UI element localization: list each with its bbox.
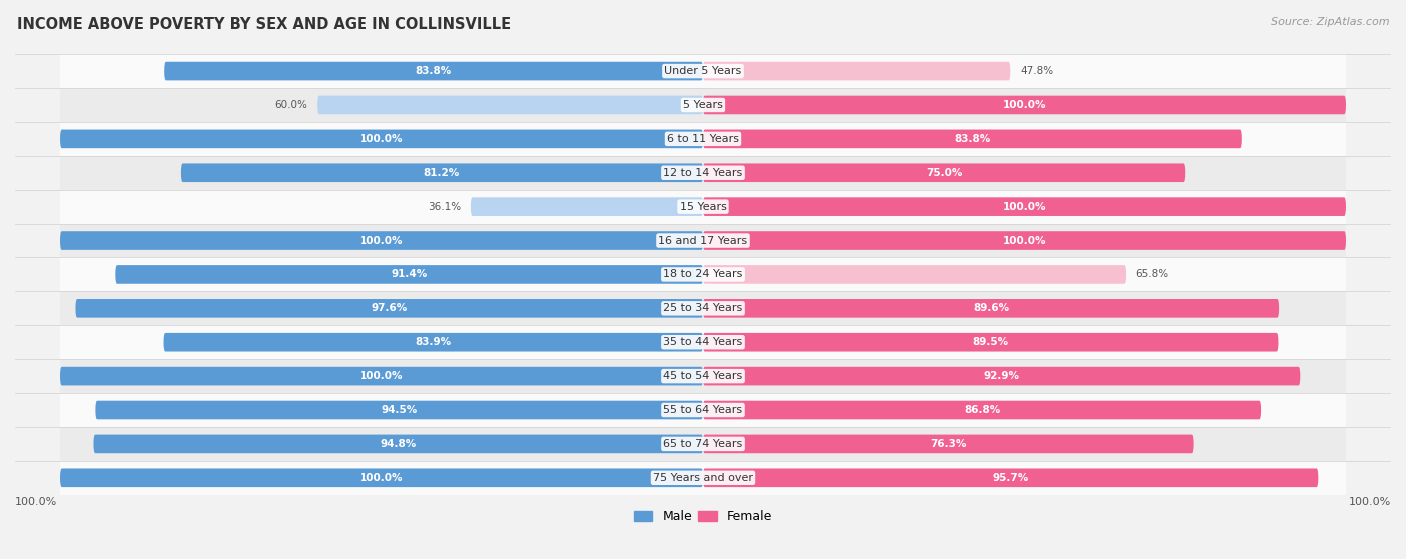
Text: 100.0%: 100.0% <box>360 473 404 483</box>
Text: 45 to 54 Years: 45 to 54 Years <box>664 371 742 381</box>
Text: 18 to 24 Years: 18 to 24 Years <box>664 269 742 280</box>
Text: 89.6%: 89.6% <box>973 304 1010 314</box>
Text: 65.8%: 65.8% <box>1136 269 1168 280</box>
Text: Source: ZipAtlas.com: Source: ZipAtlas.com <box>1271 17 1389 27</box>
FancyBboxPatch shape <box>703 401 1261 419</box>
Text: 100.0%: 100.0% <box>1348 497 1391 507</box>
Text: 95.7%: 95.7% <box>993 473 1029 483</box>
Bar <box>60 190 1346 224</box>
FancyBboxPatch shape <box>60 367 703 386</box>
FancyBboxPatch shape <box>703 333 1278 352</box>
FancyBboxPatch shape <box>703 299 1279 318</box>
Legend: Male, Female: Male, Female <box>628 505 778 528</box>
Text: 97.6%: 97.6% <box>371 304 408 314</box>
FancyBboxPatch shape <box>115 265 703 284</box>
Bar <box>60 427 1346 461</box>
Bar <box>60 258 1346 291</box>
Text: 35 to 44 Years: 35 to 44 Years <box>664 337 742 347</box>
Bar <box>60 88 1346 122</box>
FancyBboxPatch shape <box>703 197 1346 216</box>
FancyBboxPatch shape <box>181 163 703 182</box>
FancyBboxPatch shape <box>703 130 1241 148</box>
Text: 60.0%: 60.0% <box>274 100 308 110</box>
FancyBboxPatch shape <box>703 468 1319 487</box>
Bar <box>60 156 1346 190</box>
Text: 75.0%: 75.0% <box>927 168 962 178</box>
FancyBboxPatch shape <box>163 333 703 352</box>
Text: 36.1%: 36.1% <box>427 202 461 212</box>
FancyBboxPatch shape <box>703 96 1346 114</box>
Text: 6 to 11 Years: 6 to 11 Years <box>666 134 740 144</box>
FancyBboxPatch shape <box>703 61 1011 80</box>
Text: 75 Years and over: 75 Years and over <box>652 473 754 483</box>
Text: 65 to 74 Years: 65 to 74 Years <box>664 439 742 449</box>
Text: 100.0%: 100.0% <box>360 134 404 144</box>
Text: 94.8%: 94.8% <box>380 439 416 449</box>
Bar <box>60 393 1346 427</box>
Text: Under 5 Years: Under 5 Years <box>665 66 741 76</box>
Text: 100.0%: 100.0% <box>1002 100 1046 110</box>
FancyBboxPatch shape <box>60 130 703 148</box>
FancyBboxPatch shape <box>471 197 703 216</box>
Text: 86.8%: 86.8% <box>965 405 1000 415</box>
Bar <box>60 122 1346 156</box>
FancyBboxPatch shape <box>96 401 703 419</box>
Text: 92.9%: 92.9% <box>984 371 1019 381</box>
Bar <box>60 461 1346 495</box>
FancyBboxPatch shape <box>165 61 703 80</box>
Text: 100.0%: 100.0% <box>15 497 58 507</box>
FancyBboxPatch shape <box>703 231 1346 250</box>
Text: 83.9%: 83.9% <box>415 337 451 347</box>
FancyBboxPatch shape <box>703 163 1185 182</box>
Text: 89.5%: 89.5% <box>973 337 1008 347</box>
Bar <box>60 359 1346 393</box>
Text: 55 to 64 Years: 55 to 64 Years <box>664 405 742 415</box>
Text: 100.0%: 100.0% <box>360 235 404 245</box>
FancyBboxPatch shape <box>703 367 1301 386</box>
Text: 83.8%: 83.8% <box>415 66 451 76</box>
FancyBboxPatch shape <box>60 468 703 487</box>
Bar <box>60 325 1346 359</box>
Text: 5 Years: 5 Years <box>683 100 723 110</box>
Text: 100.0%: 100.0% <box>1002 202 1046 212</box>
Bar <box>60 224 1346 258</box>
Text: 100.0%: 100.0% <box>1002 235 1046 245</box>
Bar <box>60 291 1346 325</box>
FancyBboxPatch shape <box>76 299 703 318</box>
Text: 25 to 34 Years: 25 to 34 Years <box>664 304 742 314</box>
Text: 16 and 17 Years: 16 and 17 Years <box>658 235 748 245</box>
FancyBboxPatch shape <box>93 434 703 453</box>
FancyBboxPatch shape <box>60 231 703 250</box>
Text: 100.0%: 100.0% <box>360 371 404 381</box>
Text: 76.3%: 76.3% <box>931 439 966 449</box>
Text: 83.8%: 83.8% <box>955 134 991 144</box>
FancyBboxPatch shape <box>318 96 703 114</box>
Text: 94.5%: 94.5% <box>381 405 418 415</box>
FancyBboxPatch shape <box>703 265 1126 284</box>
Text: 15 Years: 15 Years <box>679 202 727 212</box>
Text: INCOME ABOVE POVERTY BY SEX AND AGE IN COLLINSVILLE: INCOME ABOVE POVERTY BY SEX AND AGE IN C… <box>17 17 510 32</box>
Text: 91.4%: 91.4% <box>391 269 427 280</box>
Text: 12 to 14 Years: 12 to 14 Years <box>664 168 742 178</box>
FancyBboxPatch shape <box>703 434 1194 453</box>
Text: 81.2%: 81.2% <box>423 168 460 178</box>
Text: 47.8%: 47.8% <box>1019 66 1053 76</box>
Bar <box>60 54 1346 88</box>
